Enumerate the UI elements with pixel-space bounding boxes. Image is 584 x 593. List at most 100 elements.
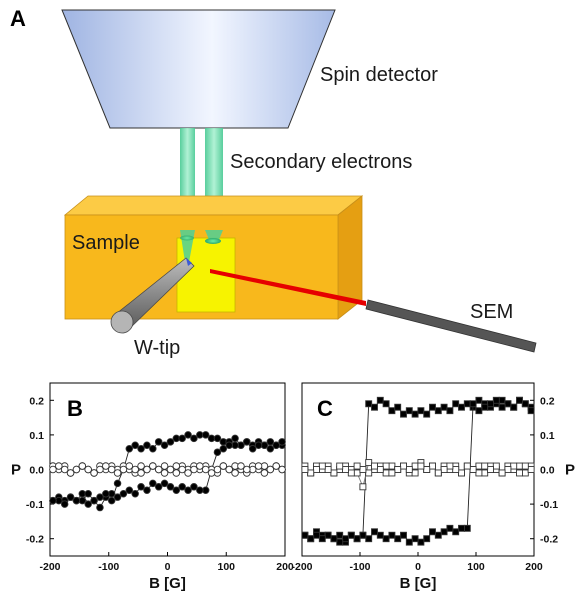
panel-c-series-0-point-24: [440, 403, 448, 411]
panel-c-series-1-point-4: [504, 400, 512, 408]
panel-c-series-2-point-14: [382, 469, 390, 477]
panel-c-series-1-point-16: [434, 531, 442, 539]
panel-b-series-3-point-11: [213, 465, 222, 474]
panel-b-series-3-point-22: [149, 462, 157, 470]
panel-c-series-1-point-34: [330, 535, 338, 543]
panel-c-series-0-point-15: [388, 407, 396, 415]
panel-b-ytick-label-3: 0.1: [29, 430, 44, 442]
panel-b: B -200 -100 0 100 200 -0.2 -0.1 0.0 0.1 0.2 B [G] P: [11, 382, 294, 592]
panel-c-series-0-point-30: [475, 396, 483, 404]
panel-c-series-3-point-36: [318, 462, 326, 470]
panel-c-ytick-label-1: -0.1: [540, 499, 558, 511]
panel-b-series-3-point-36: [66, 469, 75, 477]
panel-c-series-3-point-15: [440, 466, 448, 473]
panel-b-series-3-point-19: [166, 465, 175, 474]
panel-c-series-1-point-25: [382, 535, 390, 543]
panel-b-series-1-point-25: [131, 489, 139, 498]
panel-b-series-0-point-28: [213, 434, 222, 443]
panel-c-xtick-label-1: -100: [349, 561, 370, 573]
panel-c-series-3-point-24: [388, 469, 396, 477]
panel-c-ylabel: P: [565, 462, 575, 479]
panel-c-series-2-point-11: [365, 459, 373, 467]
w-tip-icon: [110, 257, 195, 334]
panel-c-series-0-point-11: [365, 400, 373, 408]
panel-b-ytick-label-0: -0.2: [26, 534, 44, 546]
panel-c-series-1-point-13: [452, 528, 460, 536]
panel-b-xtick-label-2: 0: [165, 561, 171, 573]
panel-b-series-3-point-33: [84, 465, 92, 474]
panel-b-series-1-point-33: [84, 489, 92, 498]
panel-b-series-3-point-32: [90, 469, 98, 477]
panel-c-series-1-point-9: [475, 407, 483, 415]
panel-c-series-3-point-1: [521, 462, 529, 470]
panel-c-series-3-point-21: [405, 466, 413, 473]
panel-c-series-2-point-9: [353, 469, 361, 477]
panel-b-series-3-point-6: [243, 465, 251, 474]
panel-c-series-0-point-34: [498, 396, 506, 404]
panel-c-series-0-point-18: [405, 407, 413, 415]
panel-c-series-2-point-19: [411, 462, 419, 470]
panel-c-ytick-label-3: 0.1: [540, 430, 555, 442]
panel-c-xlabel: B [G]: [400, 575, 437, 592]
panel-c-series-1-point-19: [417, 538, 425, 546]
panel-b-series-1-point-22: [149, 479, 157, 488]
panel-b-series-3-point-30: [102, 462, 110, 470]
panel-c-series-1-point-12: [458, 524, 465, 532]
panel-c-series-3-point-6: [492, 462, 500, 470]
panel-c-ytick-label-4: 0.2: [540, 395, 555, 407]
panel-c-series-0-point-22: [429, 403, 436, 411]
panel-c-series-1-point-31: [347, 531, 355, 539]
panel-b-xtick-label-1: -100: [98, 561, 119, 573]
panel-b-series-1-point-39: [49, 496, 57, 505]
panel-b-series-3-point-25: [131, 465, 139, 474]
panel-c-series-1-point-36: [318, 535, 326, 543]
panel-c-series-1-point-39: [301, 531, 309, 539]
panel-c-series-2-point-10: [359, 483, 367, 491]
panel-b-series-3-point-7: [237, 462, 245, 470]
panel-c-series-3-point-11: [463, 462, 471, 470]
panel-c-series-0-point-16: [394, 403, 402, 411]
panel-c-series-3-point-20: [411, 469, 419, 477]
panel-b-xtick-label-4: 200: [276, 561, 294, 573]
panel-b-series-3-point-39: [49, 465, 57, 474]
panel-b-series-0-point-22: [178, 434, 186, 443]
panel-b-series-0-point-23: [184, 431, 192, 439]
panel-b-series-1-point-16: [184, 486, 192, 495]
panel-b-series-1-point-17: [178, 483, 186, 491]
panel-c-xtick-label-3: 100: [467, 561, 485, 573]
panel-c-series-3-point-3: [510, 462, 518, 470]
panel-c-series-1-point-1: [521, 400, 529, 408]
panel-c-series-0-point-21: [423, 410, 431, 418]
panel-c-series-3-point-29: [359, 466, 367, 473]
panel-c-series-3-point-23: [394, 466, 402, 473]
panel-c-series-0-point-19: [411, 410, 419, 418]
panel-b-series-3-point-38: [55, 462, 63, 470]
panel-a-letter: A: [10, 6, 26, 31]
panel-b-series-1-point-21: [154, 483, 163, 491]
panel-b-series-0-point-6: [84, 500, 92, 508]
panel-b-series-1-point-31: [96, 493, 104, 501]
panel-c-series-1-point-37: [313, 531, 320, 539]
panel-b-series-1-point-9: [225, 441, 233, 450]
panel-c-series-3-point-18: [423, 466, 431, 473]
panel-b-series-1-point-4: [254, 441, 263, 450]
panel-b-series-1-point-27: [119, 489, 128, 498]
panel-c-series-1-point-21: [405, 538, 413, 546]
panel-c-series-2-point-37: [516, 462, 523, 470]
panel-b-series-3-point-10: [219, 462, 228, 470]
panel-c-series-3-point-14: [446, 462, 454, 470]
panel-b-series-0-point-15: [137, 444, 145, 453]
panel-c-series-0-point-25: [446, 407, 454, 415]
panel-c-series-1-point-22: [400, 531, 407, 539]
panel-b-xtick-label-0: -200: [39, 561, 60, 573]
panel-c-series-3-point-4: [504, 466, 512, 473]
panel-b-series-1-point-35: [72, 496, 81, 505]
panel-c-series-1-point-0: [527, 407, 535, 415]
panel-b-series-3-point-1: [272, 462, 280, 470]
panel-c-series-1-point-30: [353, 535, 361, 543]
panel-b-series-1-point-23: [143, 486, 151, 495]
panel-b-ylabel: P: [11, 462, 21, 479]
panel-c-xtick-label-4: 200: [525, 561, 543, 573]
panel-c-series-1-point-23: [394, 535, 402, 543]
